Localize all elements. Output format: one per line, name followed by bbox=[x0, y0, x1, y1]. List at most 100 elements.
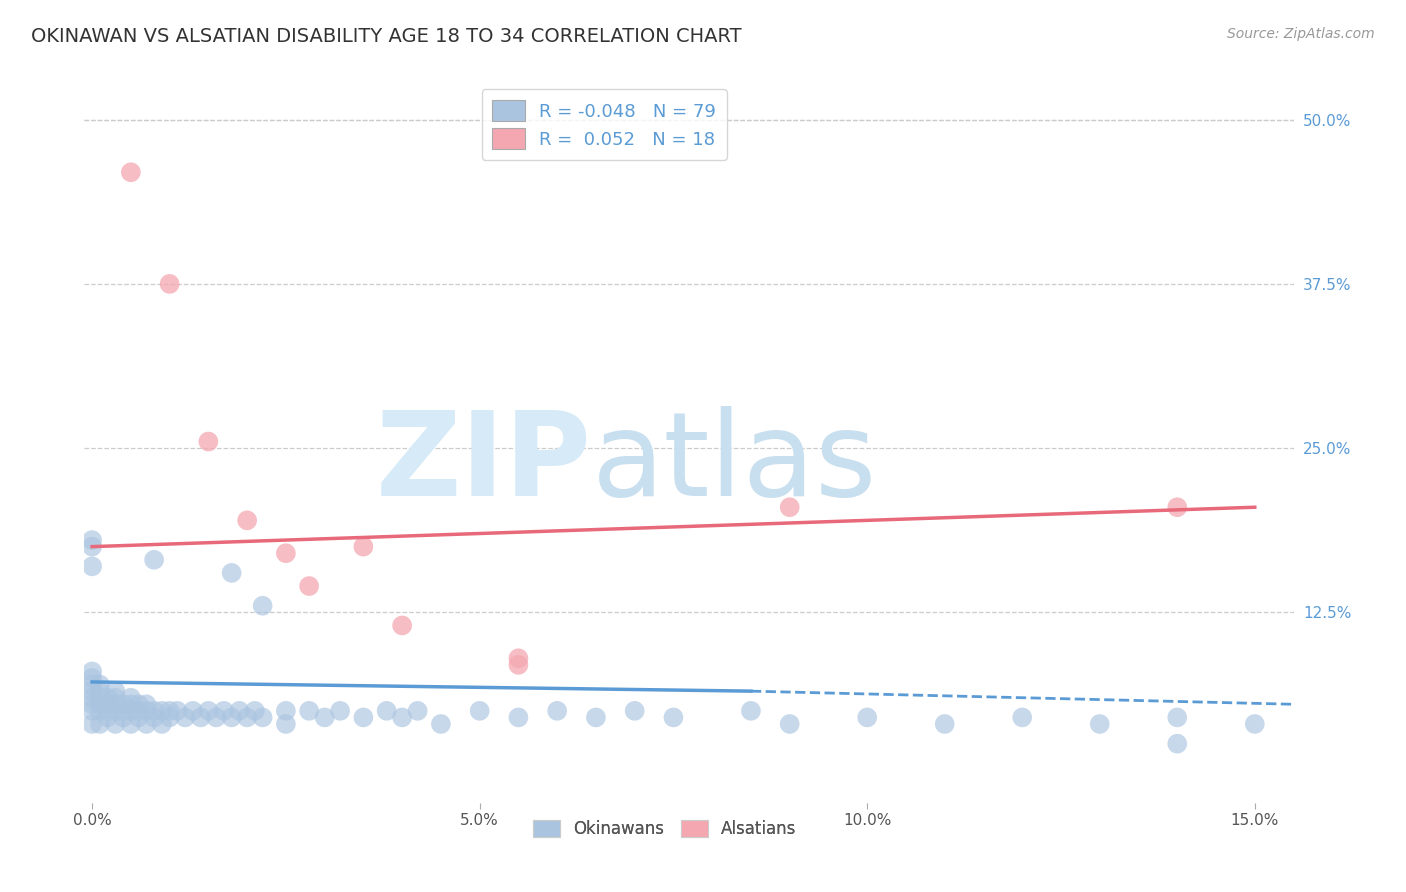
Point bbox=[430, 717, 453, 731]
Point bbox=[274, 704, 297, 718]
Point bbox=[779, 500, 801, 515]
Point bbox=[468, 704, 491, 718]
Point bbox=[97, 698, 120, 712]
Point bbox=[205, 710, 228, 724]
Point bbox=[274, 546, 297, 560]
Point bbox=[143, 704, 166, 718]
Point bbox=[391, 618, 413, 632]
Point bbox=[197, 704, 219, 718]
Point bbox=[508, 651, 530, 665]
Point bbox=[740, 704, 762, 718]
Point bbox=[128, 698, 150, 712]
Text: atlas: atlas bbox=[592, 406, 877, 521]
Point bbox=[82, 671, 104, 685]
Point bbox=[190, 710, 212, 724]
Point bbox=[82, 540, 104, 554]
Point bbox=[212, 704, 235, 718]
Point bbox=[623, 704, 645, 718]
Point bbox=[236, 710, 259, 724]
Point bbox=[82, 690, 104, 705]
Point bbox=[236, 513, 259, 527]
Point bbox=[135, 698, 157, 712]
Point bbox=[89, 684, 111, 698]
Point bbox=[391, 710, 413, 724]
Point bbox=[274, 717, 297, 731]
Point bbox=[143, 710, 166, 724]
Point bbox=[82, 698, 104, 712]
Point bbox=[82, 533, 104, 547]
Point bbox=[221, 710, 243, 724]
Point bbox=[228, 704, 250, 718]
Point bbox=[1011, 710, 1033, 724]
Point bbox=[352, 540, 374, 554]
Point bbox=[97, 710, 120, 724]
Point bbox=[197, 434, 219, 449]
Point bbox=[104, 698, 127, 712]
Point bbox=[174, 710, 197, 724]
Point bbox=[508, 710, 530, 724]
Point bbox=[104, 717, 127, 731]
Point bbox=[1166, 500, 1188, 515]
Point bbox=[82, 704, 104, 718]
Point bbox=[120, 690, 142, 705]
Point bbox=[112, 698, 135, 712]
Point bbox=[159, 704, 181, 718]
Point bbox=[298, 704, 321, 718]
Point bbox=[243, 704, 266, 718]
Point bbox=[104, 690, 127, 705]
Point bbox=[352, 710, 374, 724]
Legend: Okinawans, Alsatians: Okinawans, Alsatians bbox=[527, 814, 803, 845]
Point bbox=[82, 559, 104, 574]
Point bbox=[120, 165, 142, 179]
Point bbox=[112, 704, 135, 718]
Point bbox=[546, 704, 568, 718]
Point bbox=[82, 665, 104, 679]
Point bbox=[89, 690, 111, 705]
Point bbox=[128, 710, 150, 724]
Point bbox=[89, 677, 111, 691]
Point bbox=[159, 277, 181, 291]
Point bbox=[104, 704, 127, 718]
Point bbox=[89, 717, 111, 731]
Point bbox=[120, 717, 142, 731]
Point bbox=[856, 710, 879, 724]
Point bbox=[314, 710, 336, 724]
Point bbox=[406, 704, 429, 718]
Point bbox=[82, 684, 104, 698]
Point bbox=[1243, 717, 1265, 731]
Point bbox=[375, 704, 398, 718]
Point bbox=[89, 698, 111, 712]
Point bbox=[120, 704, 142, 718]
Point bbox=[128, 704, 150, 718]
Point bbox=[97, 690, 120, 705]
Text: Source: ZipAtlas.com: Source: ZipAtlas.com bbox=[1227, 27, 1375, 41]
Point bbox=[89, 704, 111, 718]
Point bbox=[934, 717, 956, 731]
Point bbox=[104, 684, 127, 698]
Text: OKINAWAN VS ALSATIAN DISABILITY AGE 18 TO 34 CORRELATION CHART: OKINAWAN VS ALSATIAN DISABILITY AGE 18 T… bbox=[31, 27, 741, 45]
Point bbox=[159, 710, 181, 724]
Point bbox=[135, 717, 157, 731]
Point bbox=[221, 566, 243, 580]
Point bbox=[181, 704, 204, 718]
Point bbox=[150, 717, 173, 731]
Point bbox=[112, 710, 135, 724]
Point bbox=[252, 710, 274, 724]
Point bbox=[82, 717, 104, 731]
Point bbox=[120, 698, 142, 712]
Point bbox=[82, 677, 104, 691]
Point bbox=[662, 710, 685, 724]
Point bbox=[1166, 710, 1188, 724]
Point bbox=[97, 704, 120, 718]
Point bbox=[585, 710, 607, 724]
Point bbox=[135, 704, 157, 718]
Point bbox=[143, 553, 166, 567]
Point bbox=[1166, 737, 1188, 751]
Point bbox=[298, 579, 321, 593]
Point bbox=[1088, 717, 1111, 731]
Point bbox=[252, 599, 274, 613]
Point bbox=[150, 704, 173, 718]
Point bbox=[779, 717, 801, 731]
Text: ZIP: ZIP bbox=[377, 406, 592, 521]
Point bbox=[329, 704, 352, 718]
